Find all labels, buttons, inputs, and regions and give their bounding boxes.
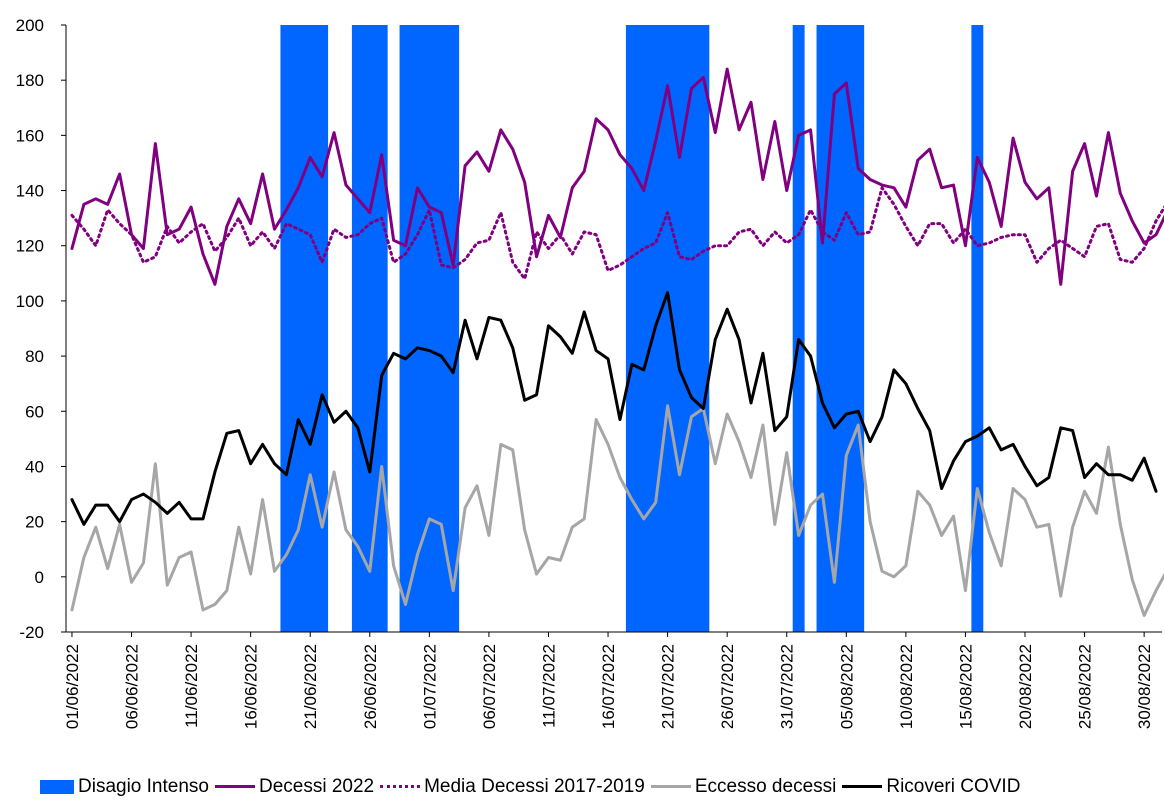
axes — [65, 25, 1162, 633]
y-tick-labels: -20 0 20 40 60 80 100 120 140 160 180 200 — [16, 16, 66, 642]
x-tick-label: 16/06/2022 — [242, 644, 261, 729]
x-tick-label: 30/08/2022 — [1135, 644, 1154, 729]
x-tick-label: 20/08/2022 — [1016, 644, 1035, 729]
series-line-eccesso-decessi — [70, 404, 1164, 617]
legend-label-media-decessi: Media Decessi 2017-2019 — [424, 775, 645, 797]
y-tick-label: 20 — [25, 513, 44, 532]
legend: Disagio Intenso Decessi 2022 Media Deces… — [0, 773, 1164, 800]
series-line-media-decessi-2017-2019 — [70, 186, 1164, 281]
x-tick-label: 15/08/2022 — [956, 644, 975, 729]
x-tick-label: 21/06/2022 — [301, 644, 320, 729]
legend-label-decessi-2022: Decessi 2022 — [258, 775, 375, 797]
legend-item-disagio-intenso: Disagio Intenso — [40, 776, 209, 798]
legend-swatch-decessi-2022 — [214, 785, 255, 788]
legend-swatch-media-decessi — [380, 785, 421, 788]
y-tick-label: -20 — [19, 623, 44, 642]
x-tick-label: 26/07/2022 — [718, 644, 737, 729]
legend-swatch-ricoveri-covid — [842, 785, 883, 788]
y-tick-label: 160 — [16, 126, 44, 145]
y-tick-label: 60 — [25, 402, 44, 421]
x-tick-label: 31/07/2022 — [778, 644, 797, 729]
x-tick-label: 16/07/2022 — [599, 644, 618, 729]
x-tick-label: 10/08/2022 — [897, 644, 916, 729]
x-tick-label: 06/06/2022 — [123, 644, 142, 729]
y-tick-label: 40 — [25, 457, 44, 476]
y-tick-label: 100 — [16, 292, 44, 311]
series-line-ricoveri-covid — [70, 291, 1158, 526]
legend-swatch-eccesso-decessi — [650, 785, 691, 788]
y-tick-label: 140 — [16, 182, 44, 201]
series-line-decessi-2022 — [70, 67, 1164, 286]
shaded-period-4 — [792, 25, 805, 632]
x-tick-labels: 01/06/2022 06/06/2022 11/06/2022 16/06/2022… — [63, 632, 1154, 729]
x-tick-label: 11/07/2022 — [539, 644, 558, 728]
legend-label-disagio-intenso: Disagio Intenso — [78, 775, 209, 797]
legend-item-media-decessi: Media Decessi 2017-2019 — [380, 776, 645, 798]
shaded-period-1 — [351, 25, 388, 632]
y-tick-label: 0 — [35, 568, 44, 587]
x-tick-label: 06/07/2022 — [480, 644, 499, 729]
x-tick-label: 25/08/2022 — [1076, 644, 1095, 729]
x-tick-label: 01/07/2022 — [420, 644, 439, 729]
x-tick-label: 11/06/2022 — [182, 644, 201, 728]
legend-item-decessi-2022: Decessi 2022 — [214, 775, 375, 798]
series-lines — [70, 67, 1164, 617]
y-tick-label: 180 — [16, 71, 44, 90]
shaded-period-6 — [971, 25, 984, 632]
chart: -20 0 20 40 60 80 100 120 140 160 180 200 01/06/202… — [16, 16, 1164, 729]
y-tick-label: 200 — [16, 16, 44, 35]
shaded-period-2 — [399, 25, 460, 632]
shaded-period-0 — [280, 25, 329, 632]
x-tick-label: 21/07/2022 — [659, 644, 678, 729]
shaded-period-3 — [625, 25, 710, 632]
legend-item-ricoveri-covid: Ricoveri COVID — [842, 776, 1020, 798]
legend-label-eccesso-decessi: Eccesso decessi — [694, 775, 837, 797]
legend-swatch-disagio-intenso — [40, 779, 74, 794]
x-tick-label: 01/06/2022 — [63, 644, 82, 729]
x-tick-label: 05/08/2022 — [837, 644, 856, 729]
x-tick-label: 26/06/2022 — [361, 644, 380, 729]
shaded-period-5 — [816, 25, 865, 632]
shaded-periods — [280, 25, 984, 632]
y-tick-label: 80 — [25, 347, 44, 366]
legend-item-eccesso-decessi: Eccesso decessi — [650, 775, 837, 798]
y-tick-label: 120 — [16, 237, 44, 256]
legend-label-ricoveri-covid: Ricoveri COVID — [886, 775, 1021, 797]
